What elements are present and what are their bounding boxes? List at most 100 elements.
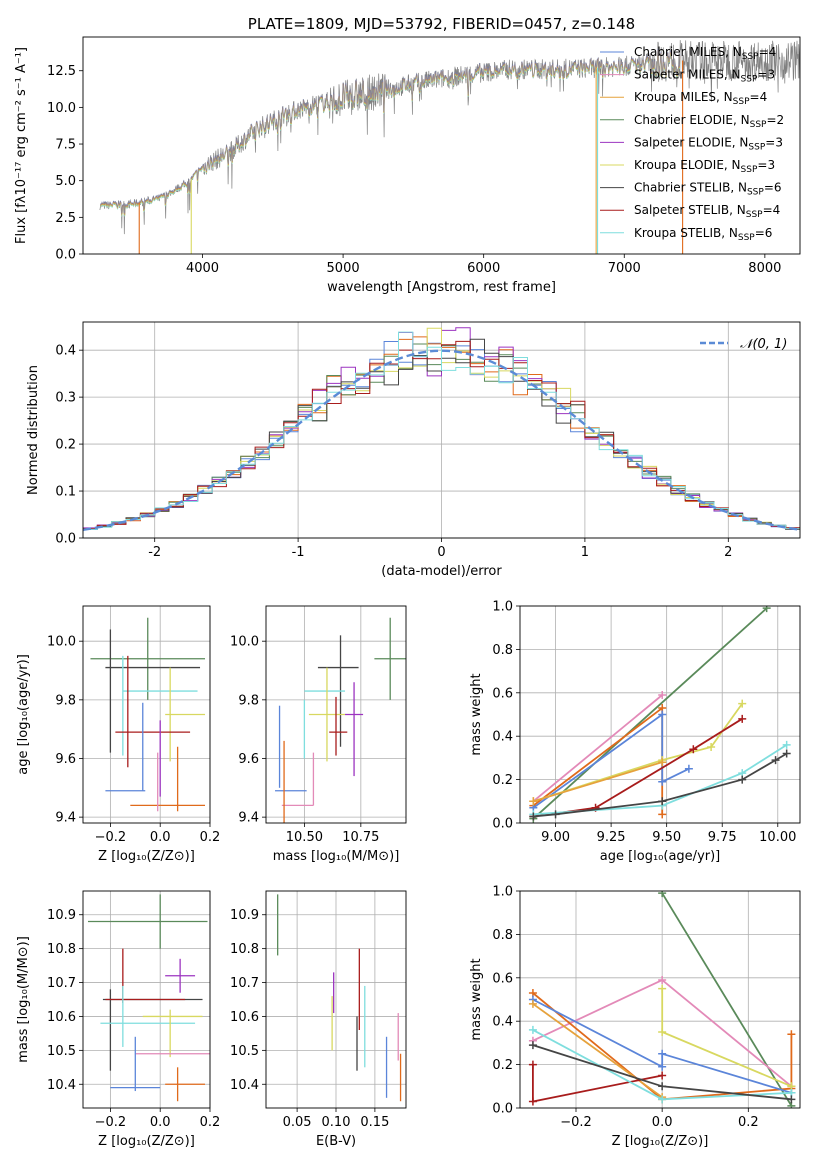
point-marker [658,1049,667,1058]
y-axis-label: mass [log₁₀(M/M⊙)] [16,936,31,1063]
point-marker [684,764,693,773]
x-tick-label: 9.25 [597,830,626,845]
x-tick-label: −0.2 [95,830,127,845]
series-line-kroupa_miles_pink [532,694,663,802]
mass_vs_EBV-frame [265,890,407,1109]
x-tick-label: 0.0 [150,830,171,845]
point-marker [658,777,667,786]
y-tick-label: 9.8 [238,693,259,708]
point-marker [528,999,537,1008]
y-tick-label: 10.7 [47,976,76,991]
y-tick-label: 9.4 [55,811,76,826]
axes-weight_vs_Z: −0.2 0.0 0.2 0.0 0.2 0.4 0.6 0.8 1.0 Z [log₁₀(Z/Z… [469,885,800,1149]
y-tick-label: 10.9 [230,908,259,923]
y-tick-label: 0.2 [55,438,76,453]
point-marker [689,745,698,754]
legend-label: Kroupa MILES, NSSP=4 [634,90,767,107]
x-axis-label: wavelength [Angstrom, rest frame] [327,280,556,295]
x-tick-label: 0.05 [283,1115,312,1130]
point-marker [658,1062,667,1071]
errorbars-mass_vs_Z [87,894,210,1102]
point-marker [787,1030,796,1039]
x-axis-label: E(B-V) [316,1134,356,1149]
series-line-chabrier_elodie [532,607,768,820]
legend-label: 𝒩(0, 1) [740,337,787,352]
errorbars-age_vs_Z [90,617,206,812]
y-tick-label: 9.6 [55,752,76,767]
y-tick-label: 9.6 [238,752,259,767]
x-tick-label: 9.00 [541,830,570,845]
errorbars-mass_vs_EBV [277,894,402,1102]
y-tick-label: 10.7 [230,976,259,991]
y-tick-label: 10.0 [230,635,259,650]
x-axis-label: Z [log₁₀(Z/Z⊙)] [98,849,195,864]
axes-weight_vs_age: 9.00 9.25 9.50 9.75 10.00 0.0 0.2 0.4 0.6 0.8 1.0 a… [469,600,800,864]
y-tick-label: 0.2 [492,773,513,788]
x-tick-label: 0.15 [360,1115,389,1130]
point-marker [738,699,747,708]
y-tick-label: 0.0 [492,817,513,832]
point-marker [551,810,560,819]
x-tick-label: 10.50 [286,830,323,845]
y-tick-label: 0.6 [492,686,513,701]
y-tick-label: 0.2 [492,1058,513,1073]
y-axis-label: mass weight [469,958,484,1040]
histograms [83,327,800,532]
lines-weight_vs_age [529,606,791,823]
legend-label: Kroupa STELIB, NSSP=6 [634,226,772,243]
point-marker [771,756,780,765]
point-marker [528,1060,537,1069]
x-tick-label: 9.50 [652,830,681,845]
x-tick-label: 0.0 [150,1115,171,1130]
spectrum-lines [99,40,800,254]
series-line-chabrier_miles [532,712,690,809]
point-marker [658,810,667,819]
series-line-kroupa_miles [532,1003,663,1098]
point-marker [738,775,747,784]
model-spectrum-chabrier_miles [100,48,681,215]
legend-label: Salpeter MILES, NSSP=3 [634,68,775,85]
point-marker [658,1028,667,1037]
normal-curve [83,349,800,531]
y-tick-label: 1.0 [492,885,513,900]
y-tick-label: 0.6 [492,971,513,986]
x-tick-label: 8000 [748,261,781,276]
x-tick-label: 6000 [467,261,500,276]
point-marker [658,690,667,699]
y-tick-label: 0.4 [55,344,76,359]
axes-spectrum: 4000 5000 6000 7000 8000 0.0 2.5 5.0 7.5 10.0 12.5… [14,47,781,295]
y-tick-label: 2.5 [55,211,76,226]
point-marker [529,812,538,821]
x-tick-label: −0.2 [560,1115,592,1130]
x-tick-label: 0 [437,545,445,560]
x-axis-label: Z [log₁₀(Z/Z⊙)] [98,1134,195,1149]
legend-label: Chabrier STELIB, NSSP=6 [634,181,782,198]
x-axis-label: Z [log₁₀(Z/Z⊙)] [612,1134,709,1149]
x-tick-label: 10.00 [759,830,796,845]
y-tick-label: 0.0 [55,248,76,263]
y-axis-label: mass weight [469,673,484,755]
weight_vs_Z-frame [519,890,801,1109]
y-tick-label: 10.4 [47,1078,76,1093]
point-marker [529,797,538,806]
point-marker [658,758,667,767]
y-tick-label: 12.5 [47,64,76,79]
axes-mass_vs_Z: −0.2 0.0 0.2 10.4 10.5 10.6 10.7 10.8 10.9 Z [log… [16,891,220,1149]
y-tick-label: 9.8 [55,693,76,708]
point-marker [762,606,771,613]
x-tick-label: -1 [292,545,305,560]
y-tick-label: 9.4 [238,811,259,826]
x-tick-label: 10.75 [342,830,379,845]
x-tick-label: -2 [148,545,161,560]
y-tick-label: 10.9 [47,908,76,923]
series-line-salpeter_miles [532,992,793,1101]
point-marker [707,743,716,752]
y-tick-label: 5.0 [55,174,76,189]
point-marker [528,1041,537,1050]
point-marker [658,710,667,719]
legend-label: Chabrier MILES, NSSP=4 [634,45,776,62]
errorbars-age_vs_mass [275,617,406,823]
lines-weight_vs_Z [528,891,796,1108]
x-axis-label: mass [log₁₀(M/M⊙)] [273,849,400,864]
y-axis-label: age [log₁₀(age/yr)] [16,654,31,775]
